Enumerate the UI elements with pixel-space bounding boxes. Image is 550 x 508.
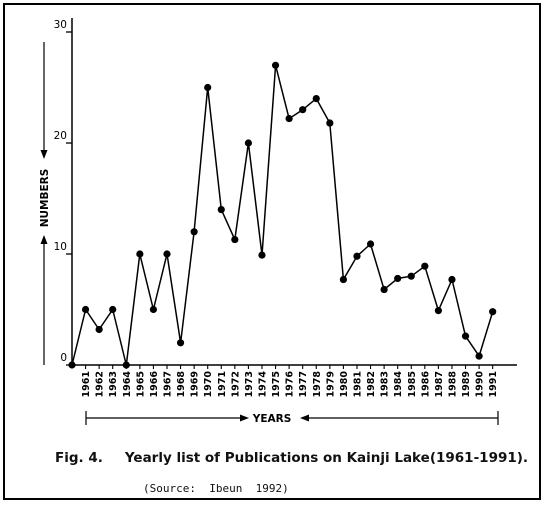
x-tick-label: 1988 (447, 371, 458, 398)
x-tick-label: 1979 (325, 371, 336, 397)
data-point (163, 250, 171, 258)
data-point (271, 61, 280, 69)
x-axis-label-group: YEARS (85, 411, 499, 425)
x-tick-label: 1965 (135, 371, 146, 397)
figure-caption: Fig. 4. Yearly list of Publications on Ka… (55, 450, 528, 466)
data-point (448, 275, 456, 284)
y-tick-label: 30 (54, 19, 67, 31)
data-point (339, 275, 347, 284)
data-point (380, 285, 388, 294)
y-arrow-down-head (40, 150, 48, 159)
y-arrow-up-head (40, 235, 48, 244)
data-point (204, 83, 212, 92)
x-tick-label: 1975 (271, 371, 282, 397)
x-axis-label: YEARS (252, 413, 292, 425)
x-tick-label: 1978 (312, 371, 323, 398)
x-tick-label: 1967 (162, 371, 173, 397)
data-point (136, 250, 144, 258)
x-tick-label: 1990 (475, 371, 486, 398)
data-point (475, 352, 483, 360)
x-tick-label: 1977 (298, 371, 309, 397)
x-tick-label: 1985 (407, 371, 418, 397)
x-tick-label: 1989 (461, 371, 472, 397)
series-line (71, 64, 494, 366)
data-point (353, 252, 361, 260)
x-tick-label: 1966 (149, 371, 160, 398)
data-point (244, 139, 253, 147)
figure-frame (3, 3, 541, 500)
data-point (489, 308, 497, 316)
data-point (217, 206, 225, 214)
x-ticks: 1961 1962 1963 1964 1965 1966 1967 1968 1969 1970… (81, 365, 499, 397)
data-point (421, 262, 429, 270)
y-tick-label: 10 (54, 241, 67, 253)
x-tick-label: 1973 (244, 371, 255, 397)
x-tick-label: 1961 (81, 371, 92, 397)
x-tick-label: 1991 (488, 371, 499, 397)
y-axis-label: NUMBERS (39, 169, 51, 228)
data-point (122, 361, 130, 369)
data-point (461, 332, 470, 340)
data-point (176, 339, 185, 347)
figure-source: (Source: Ibeun 1992) (143, 482, 289, 495)
x-tick-label: 1972 (230, 371, 241, 397)
data-point (312, 95, 320, 103)
x-tick-label: 1968 (176, 371, 187, 398)
axes (71, 18, 517, 366)
figure-title: Yearly list of Publications on Kainji La… (124, 450, 529, 466)
data-point (95, 325, 103, 334)
data-point (109, 305, 117, 314)
y-tick-label: 0 (60, 352, 67, 364)
x-tick-label: 1964 (122, 371, 133, 398)
x-arrow-right-head (240, 414, 249, 422)
x-tick-label: 1971 (217, 371, 228, 397)
x-tick-label: 1970 (203, 371, 214, 398)
y-ticks: 0 10 20 30 (54, 19, 72, 366)
data-point (149, 305, 158, 314)
data-point (258, 251, 266, 259)
data-point (285, 114, 293, 123)
data-point (231, 235, 239, 244)
x-tick-label: 1987 (434, 371, 445, 397)
data-point (366, 240, 375, 248)
x-tick-label: 1976 (285, 371, 296, 398)
x-tick-label: 1974 (257, 371, 268, 398)
x-tick-label: 1969 (190, 371, 201, 397)
data-point (190, 228, 198, 236)
data-point (299, 106, 307, 114)
x-tick-label: 1981 (352, 371, 363, 397)
data-point (434, 307, 442, 315)
x-tick-label: 1963 (108, 371, 119, 397)
data-point (407, 272, 415, 280)
x-tick-label: 1982 (366, 371, 377, 397)
figure-number: Fig. 4. (55, 450, 103, 466)
data-point (81, 305, 90, 314)
data-points (68, 61, 497, 369)
x-tick-label: 1980 (339, 371, 350, 398)
data-point (326, 119, 334, 127)
x-tick-label: 1962 (95, 371, 106, 397)
data-point (394, 274, 402, 283)
x-arrow-left-head (300, 414, 309, 422)
x-tick-label: 1983 (380, 371, 391, 397)
data-point (68, 361, 76, 369)
y-tick-label: 20 (54, 130, 67, 142)
x-tick-label: 1986 (420, 371, 431, 398)
x-tick-label: 1984 (393, 371, 404, 398)
y-axis-label-group: NUMBERS (39, 42, 51, 365)
